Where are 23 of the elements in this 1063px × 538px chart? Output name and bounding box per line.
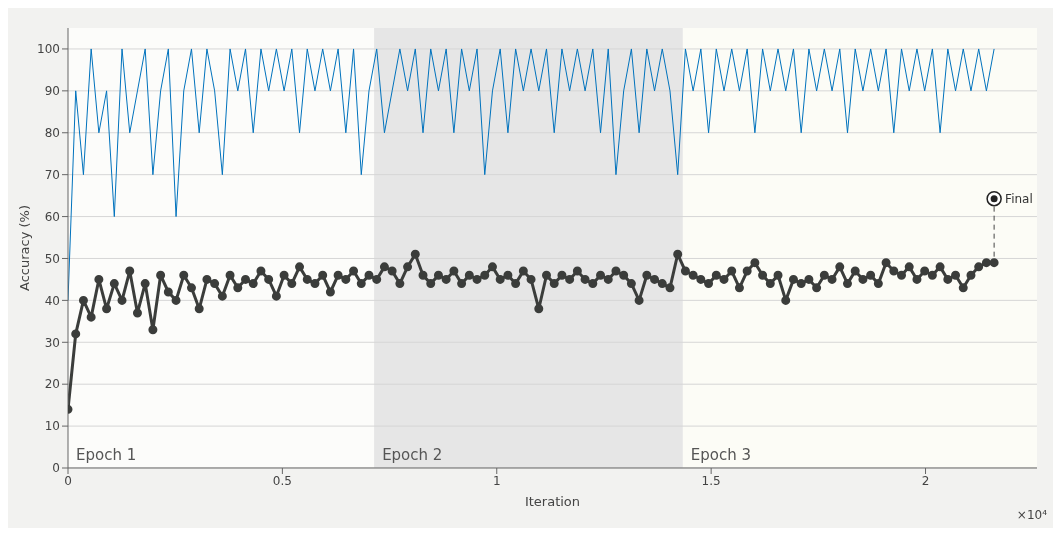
x-tick-label: 0.5 — [272, 473, 292, 488]
y-tick-label: 0 — [52, 461, 60, 476]
x-axis-title: Iteration — [524, 494, 581, 509]
y-tick-label: 20 — [44, 377, 60, 392]
y-tick-label: 50 — [44, 251, 60, 266]
text: ×10⁴ — [1016, 508, 1047, 522]
y-tick-label: 100 — [37, 42, 60, 57]
x-tick-label: 2 — [921, 473, 930, 488]
y-tick-label: 70 — [44, 167, 60, 182]
band-label: Epoch 3 — [690, 446, 752, 464]
y-tick-label: 60 — [44, 209, 60, 224]
annotation: Final — [1005, 191, 1033, 206]
x-tick-label: 0 — [64, 473, 72, 488]
y-tick-label: 10 — [44, 419, 60, 434]
band-label: Epoch 1 — [76, 446, 137, 464]
x-tick-label: 1 — [492, 473, 501, 488]
y-tick-label: 40 — [44, 293, 60, 308]
x-tick-label: 1.5 — [701, 473, 721, 488]
y-tick-label: 30 — [44, 335, 60, 350]
y-tick-label: 80 — [44, 126, 60, 141]
band-label: Epoch 2 — [382, 446, 443, 464]
y-tick-label: 90 — [44, 84, 60, 99]
y-axis-title: Accuracy (%) — [16, 205, 32, 291]
